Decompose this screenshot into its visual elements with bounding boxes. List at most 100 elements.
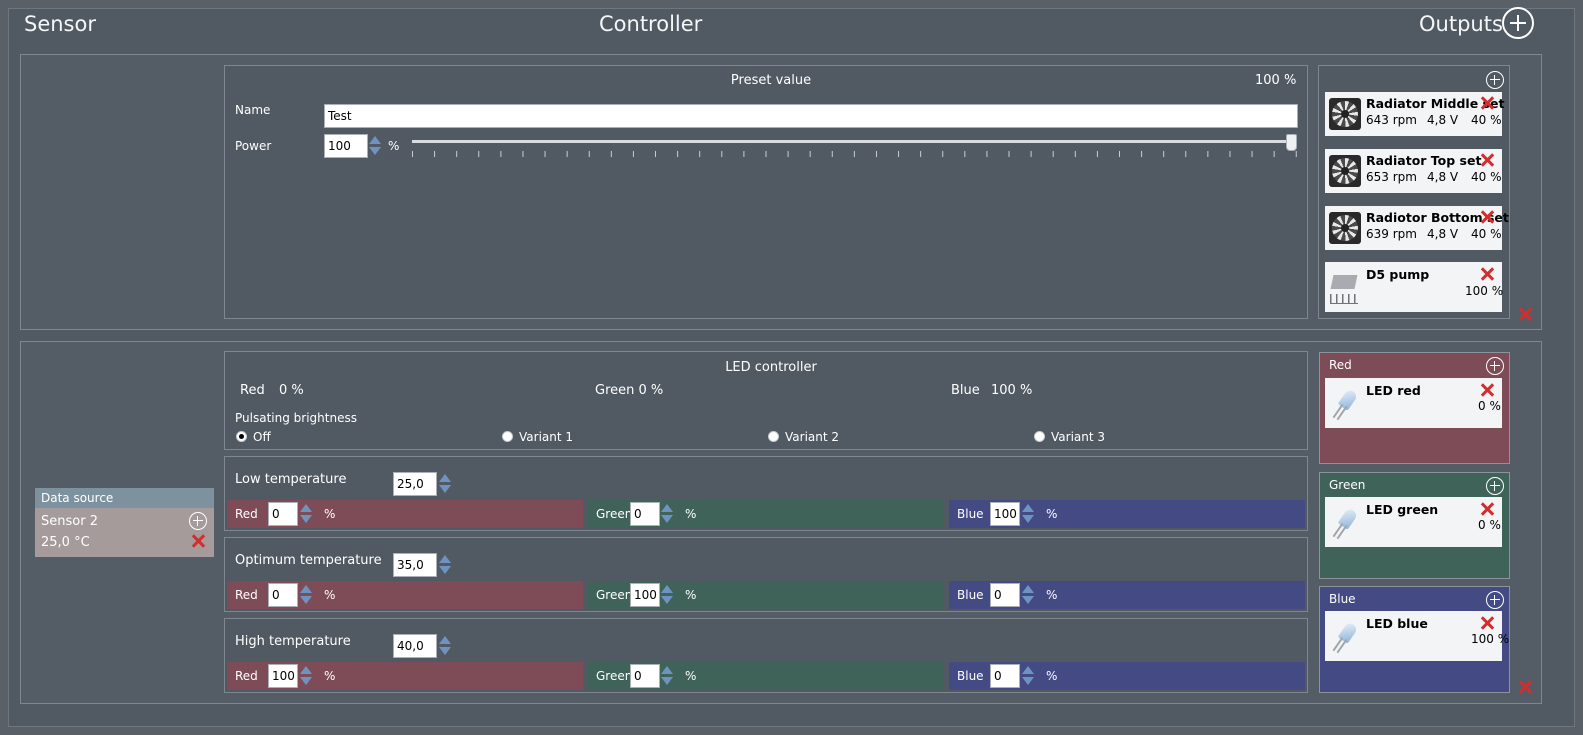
led-blue-value: 100 % xyxy=(991,383,1033,398)
led-icon xyxy=(1328,505,1360,539)
remove-icon[interactable] xyxy=(1480,153,1494,167)
red-spinner[interactable] xyxy=(299,583,313,604)
blue-input[interactable]: 100 xyxy=(990,502,1020,526)
blue-input[interactable]: 0 xyxy=(990,583,1020,607)
power-slider-thumb[interactable] xyxy=(1286,134,1297,151)
blue-spinner[interactable] xyxy=(1021,502,1035,523)
name-label: Name xyxy=(235,103,271,117)
green-spinner[interactable] xyxy=(660,664,674,685)
power-slider-track[interactable] xyxy=(412,140,1297,143)
temp-label: High temperature xyxy=(235,634,351,649)
red-label: Red xyxy=(235,588,258,602)
temp-spinner[interactable] xyxy=(438,553,452,574)
led-name: LED blue xyxy=(1366,616,1428,631)
data-source-header xyxy=(35,488,214,508)
output-card[interactable]: Radiotor Bottom set 639 rpm 4,8 V 40 % xyxy=(1325,206,1509,250)
led-controller-title: LED controller xyxy=(725,360,817,375)
output-name: Radiator Middle set xyxy=(1366,96,1505,111)
spin-up-icon[interactable] xyxy=(369,136,381,144)
led-name: LED green xyxy=(1366,502,1439,517)
red-input[interactable]: 0 xyxy=(268,502,298,526)
pump-chip-icon xyxy=(1328,272,1360,306)
led-percent: 0 % xyxy=(1478,518,1501,532)
green-label: Green xyxy=(596,507,633,521)
radio-variant-3[interactable] xyxy=(1034,431,1045,442)
blue-label: Blue xyxy=(957,669,984,683)
remove-icon[interactable] xyxy=(1480,616,1494,630)
remove-icon[interactable] xyxy=(1480,383,1494,397)
sensor-header: Sensor xyxy=(24,12,96,36)
radio-variant-1-label: Variant 1 xyxy=(519,430,574,444)
temp-spinner[interactable] xyxy=(438,634,452,655)
temp-input[interactable]: 40,0 xyxy=(393,634,437,658)
led-output-card[interactable]: LED red 0 % xyxy=(1325,378,1502,428)
green-spinner[interactable] xyxy=(660,502,674,523)
led-controller-panel xyxy=(224,351,1308,450)
data-source-title: Data source xyxy=(41,491,114,505)
red-spinner[interactable] xyxy=(299,664,313,685)
spin-down-icon[interactable] xyxy=(369,147,381,155)
blue-unit: % xyxy=(1046,669,1058,683)
add-led-icon[interactable] xyxy=(1486,357,1504,375)
output-rpm: 639 rpm xyxy=(1366,227,1417,241)
add-output-group-icon[interactable] xyxy=(1502,7,1534,39)
green-spinner[interactable] xyxy=(660,583,674,604)
output-voltage: 4,8 V xyxy=(1427,170,1459,184)
output-card[interactable]: D5 pump 100 % xyxy=(1325,262,1503,312)
name-input[interactable]: Test xyxy=(324,104,1298,128)
power-input[interactable]: 100 xyxy=(324,134,368,158)
blue-unit: % xyxy=(1046,507,1058,521)
green-input[interactable]: 100 xyxy=(630,583,660,607)
radio-variant-2[interactable] xyxy=(768,431,779,442)
fan-icon xyxy=(1329,212,1361,244)
led-percent: 0 % xyxy=(1478,399,1501,413)
red-input[interactable]: 0 xyxy=(268,583,298,607)
output-percent: 40 % xyxy=(1471,170,1502,184)
power-label: Power xyxy=(235,139,272,153)
temp-input[interactable]: 35,0 xyxy=(393,553,437,577)
temp-spinner[interactable] xyxy=(438,472,452,493)
output-voltage: 4,8 V xyxy=(1427,113,1459,127)
red-input[interactable]: 100 xyxy=(268,664,298,688)
output-card[interactable]: Radiator Top set 653 rpm 4,8 V 40 % xyxy=(1325,149,1502,193)
red-unit: % xyxy=(324,588,336,602)
red-spinner[interactable] xyxy=(299,502,313,523)
remove-icon[interactable] xyxy=(1480,267,1494,281)
blue-spinner[interactable] xyxy=(1021,583,1035,604)
remove-icon[interactable] xyxy=(1480,502,1494,516)
radio-variant-3-label: Variant 3 xyxy=(1051,430,1106,444)
led-group-green-title: Green xyxy=(1329,478,1366,492)
power-slider-ticks xyxy=(412,151,1297,157)
remove-icon[interactable] xyxy=(1480,210,1494,224)
add-led-icon[interactable] xyxy=(1486,591,1504,609)
radio-off[interactable] xyxy=(236,431,247,442)
power-spinner[interactable] xyxy=(368,134,382,155)
remove-sensor-icon[interactable] xyxy=(191,534,205,548)
led-output-card[interactable]: LED blue 100 % xyxy=(1325,611,1509,661)
blue-input[interactable]: 0 xyxy=(990,664,1020,688)
output-card[interactable]: Radiator Middle set 643 rpm 4,8 V 40 % xyxy=(1325,92,1505,136)
add-sensor-icon[interactable] xyxy=(189,512,207,530)
add-led-icon[interactable] xyxy=(1486,477,1504,495)
data-source-card[interactable] xyxy=(35,508,214,557)
add-output-icon[interactable] xyxy=(1486,71,1504,89)
led-icon xyxy=(1328,619,1360,653)
led-percent: 100 % xyxy=(1471,632,1510,646)
blue-label: Blue xyxy=(957,507,984,521)
radio-variant-1[interactable] xyxy=(502,431,513,442)
remove-section-icon[interactable] xyxy=(1518,307,1535,324)
green-label: Green xyxy=(596,588,633,602)
sensor-name: Sensor 2 xyxy=(41,514,98,529)
temp-label: Low temperature xyxy=(235,472,347,487)
green-input[interactable]: 0 xyxy=(630,502,660,526)
green-input[interactable]: 0 xyxy=(630,664,660,688)
output-percent: 40 % xyxy=(1471,227,1502,241)
radio-off-label: Off xyxy=(253,430,271,444)
output-name: D5 pump xyxy=(1366,267,1430,282)
remove-icon[interactable] xyxy=(1480,96,1494,110)
output-voltage: 4,8 V xyxy=(1427,227,1459,241)
led-output-card[interactable]: LED green 0 % xyxy=(1325,497,1502,547)
remove-section-icon[interactable] xyxy=(1518,680,1535,697)
blue-spinner[interactable] xyxy=(1021,664,1035,685)
temp-input[interactable]: 25,0 xyxy=(393,472,437,496)
